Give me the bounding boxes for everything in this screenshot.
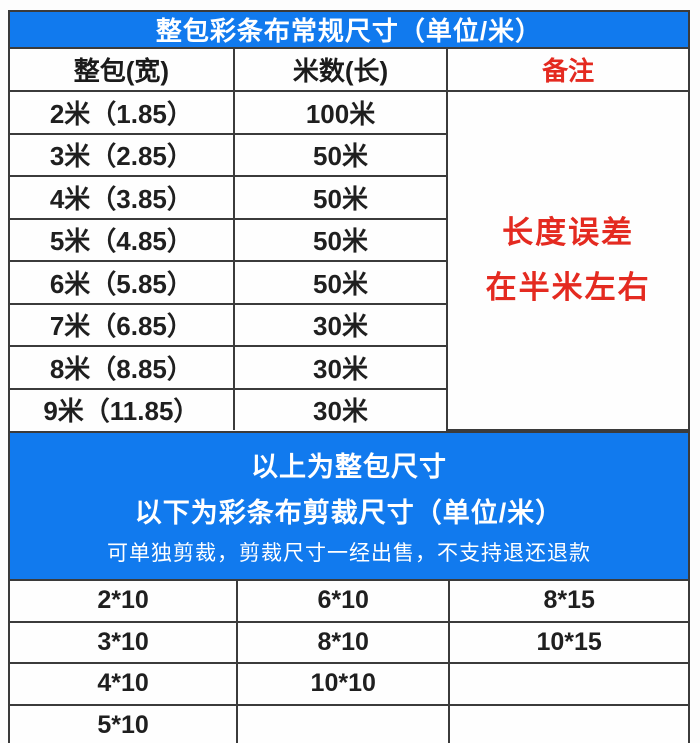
cell-length: 30米 xyxy=(232,345,448,390)
cell-width: 4米（3.85） xyxy=(10,175,235,220)
table-row: 3米（2.85） 50米 xyxy=(10,132,688,177)
table-row: 3*10 8*10 10*15 xyxy=(10,620,688,664)
cell-width: 3米（2.85） xyxy=(10,132,235,177)
col-header-remark: 备注 xyxy=(446,49,688,92)
cut-size-cell: 6*10 xyxy=(236,581,451,623)
table-row: 6米（5.85） 50米 xyxy=(10,260,688,305)
cell-length: 30米 xyxy=(232,302,448,347)
package-size-table: 整包(宽) 米数(长) 备注 2米（1.85） 100米 长度误差 在半米左右 … xyxy=(10,49,688,431)
cut-size-cell: 8*15 xyxy=(448,581,688,623)
cell-length: 30米 xyxy=(232,387,448,430)
table-row: 2*10 6*10 8*15 xyxy=(10,581,688,623)
table-row: 5*10 xyxy=(10,703,688,743)
table-row: 8米（8.85） 30米 xyxy=(10,345,688,390)
cut-size-cell xyxy=(236,703,451,743)
table-row: 7米（6.85） 30米 xyxy=(10,302,688,347)
cell-width: 7米（6.85） xyxy=(10,302,235,347)
cut-size-cell: 2*10 xyxy=(10,581,239,623)
cut-size-cell: 3*10 xyxy=(10,620,239,664)
cell-width: 2米（1.85） xyxy=(10,90,235,135)
cell-width: 8米（8.85） xyxy=(10,345,235,390)
remark-line-2: 在半米左右 xyxy=(485,269,651,305)
col-header-length: 米数(长) xyxy=(232,49,449,92)
cut-size-cell: 10*10 xyxy=(236,662,451,706)
cell-length: 50米 xyxy=(232,175,448,220)
remark-line-1: 长度误差 xyxy=(502,215,635,251)
table-row: 9米（11.85） 30米 xyxy=(10,387,688,430)
banner-line-3: 可单独剪裁，剪裁尺寸一经出售，不支持退还退款 xyxy=(107,542,591,565)
cell-length: 50米 xyxy=(232,217,448,262)
title-bar: 整包彩条布常规尺寸（单位/米） xyxy=(10,12,688,49)
remark-cell: 长度误差 在半米左右 xyxy=(446,90,688,431)
table-row: 4米（3.85） 50米 xyxy=(10,175,688,220)
cut-size-cell: 4*10 xyxy=(10,662,239,706)
cut-size-cell xyxy=(448,703,688,743)
cut-size-table: 2*10 6*10 8*15 3*10 8*10 10*15 4*10 10*1… xyxy=(10,581,688,743)
cell-length: 50米 xyxy=(232,260,448,305)
chart-frame: 整包彩条布常规尺寸（单位/米） 整包(宽) 米数(长) 备注 2米（1.85） … xyxy=(8,10,690,743)
table-row: 4*10 10*10 xyxy=(10,662,688,706)
page-title: 整包彩条布常规尺寸（单位/米） xyxy=(155,16,543,46)
col-header-width: 整包(宽) xyxy=(10,49,235,92)
banner-line-1: 以上为整包尺寸 xyxy=(251,452,447,482)
cut-size-cell: 5*10 xyxy=(10,703,239,743)
cut-size-cell xyxy=(448,662,688,706)
cell-length: 100米 xyxy=(232,90,449,135)
banner-line-2: 以下为彩条布剪裁尺寸（单位/米） xyxy=(134,498,564,528)
table-header-row: 整包(宽) 米数(长) 备注 xyxy=(10,49,688,92)
cut-size-cell: 10*15 xyxy=(448,620,688,664)
cell-width: 5米（4.85） xyxy=(10,217,235,262)
table-row: 5米（4.85） 50米 xyxy=(10,217,688,262)
cell-width: 9米（11.85） xyxy=(10,387,235,430)
table-row: 2米（1.85） 100米 长度误差 在半米左右 xyxy=(10,90,688,431)
cell-length: 50米 xyxy=(232,132,448,177)
cut-size-cell: 8*10 xyxy=(236,620,451,664)
cell-width: 6米（5.85） xyxy=(10,260,235,305)
cut-size-banner: 以上为整包尺寸 以下为彩条布剪裁尺寸（单位/米） 可单独剪裁，剪裁尺寸一经出售，… xyxy=(10,431,688,581)
